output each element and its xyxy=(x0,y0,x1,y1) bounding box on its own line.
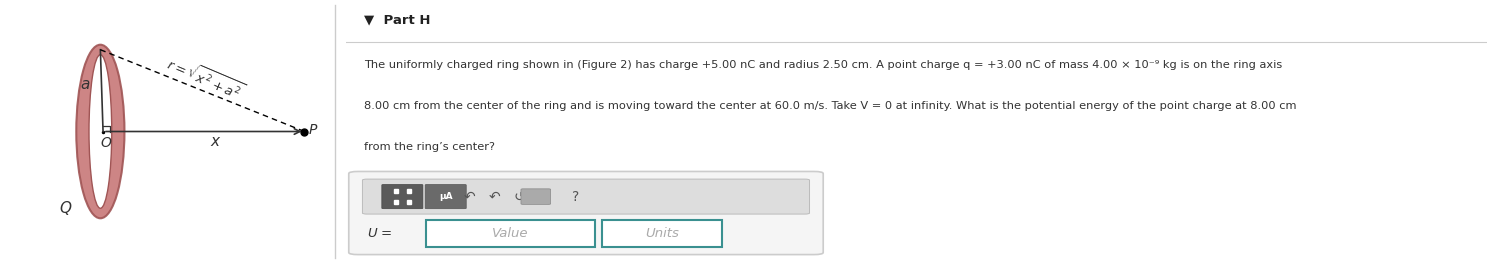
Ellipse shape xyxy=(76,45,125,218)
Text: $O$: $O$ xyxy=(100,136,112,150)
Text: Value: Value xyxy=(492,227,529,240)
FancyBboxPatch shape xyxy=(427,220,595,247)
Text: The uniformly charged ring shown in (Figure 2) has charge +5.00 nC and radius 2.: The uniformly charged ring shown in (Fig… xyxy=(364,60,1282,70)
Text: μA: μA xyxy=(439,192,452,201)
FancyBboxPatch shape xyxy=(425,185,467,209)
FancyBboxPatch shape xyxy=(602,220,721,247)
Text: $x$: $x$ xyxy=(211,134,222,149)
Ellipse shape xyxy=(89,55,112,208)
Text: $P$: $P$ xyxy=(308,123,318,137)
Text: ↶: ↶ xyxy=(464,190,476,204)
Text: $Q$: $Q$ xyxy=(58,199,71,217)
FancyBboxPatch shape xyxy=(520,189,550,204)
Text: ↺: ↺ xyxy=(515,190,525,204)
FancyBboxPatch shape xyxy=(349,171,824,255)
Text: $r = \sqrt{x^2 + a^2}$: $r = \sqrt{x^2 + a^2}$ xyxy=(164,52,247,103)
Text: from the ring’s center?: from the ring’s center? xyxy=(364,142,495,152)
FancyBboxPatch shape xyxy=(382,185,422,209)
FancyBboxPatch shape xyxy=(363,179,809,214)
Text: Express your answer with the appropriate units.: Express your answer with the appropriate… xyxy=(364,176,677,186)
Text: ?: ? xyxy=(572,190,580,204)
Text: $U$ =: $U$ = xyxy=(367,227,393,240)
Text: 8.00 cm from the center of the ring and is moving toward the center at 60.0 m/s.: 8.00 cm from the center of the ring and … xyxy=(364,101,1297,111)
Text: $a$: $a$ xyxy=(80,77,91,92)
Text: ↶: ↶ xyxy=(489,190,501,204)
Text: ▼  Part H: ▼ Part H xyxy=(364,13,430,26)
Text: Units: Units xyxy=(645,227,678,240)
